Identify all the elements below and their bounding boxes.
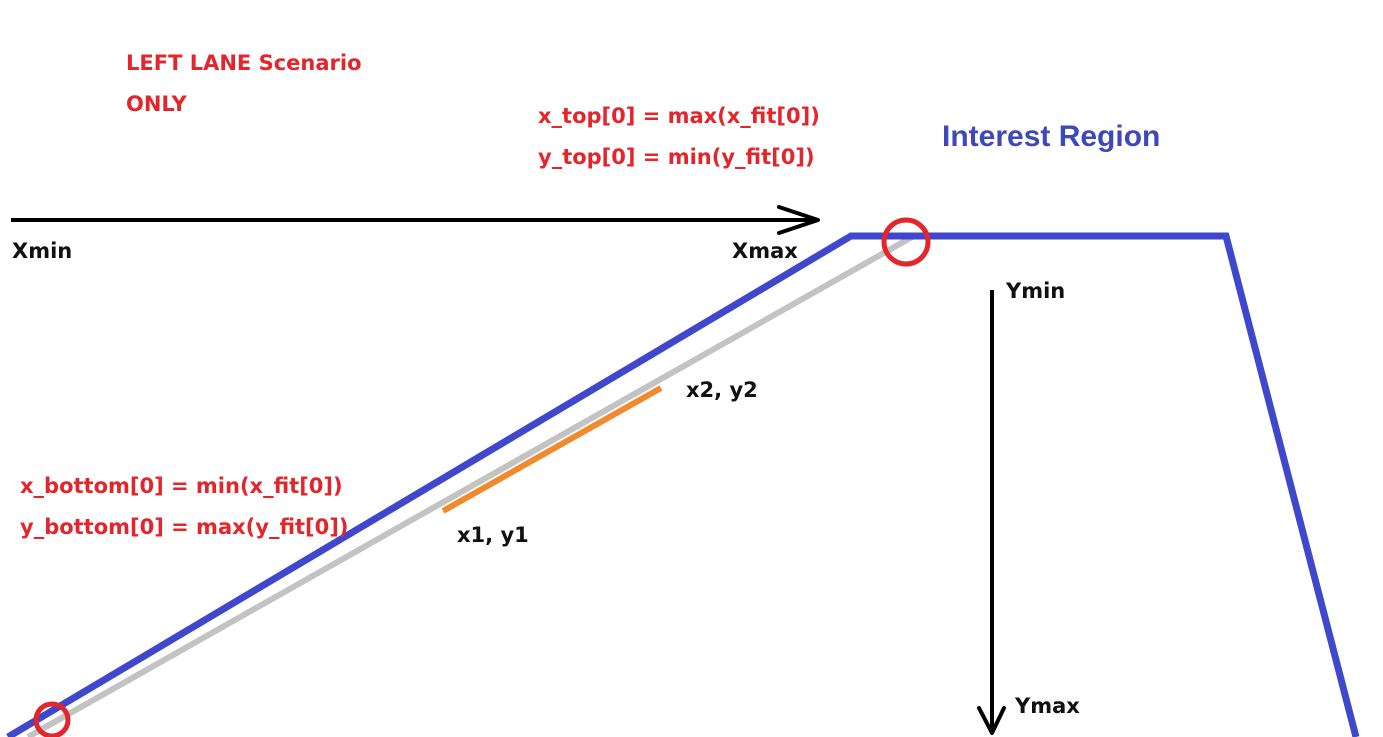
detected-segment: [441, 385, 663, 514]
fitted-lane-line: [26, 234, 914, 737]
bottom-point-marker: [33, 701, 71, 737]
interest-region-outline: [6, 232, 1360, 737]
scenario-subtitle: ONLY: [126, 92, 187, 116]
top-point-marker: [881, 217, 931, 267]
top-y-formula: y_top[0] = min(y_fit[0]): [538, 145, 815, 169]
x-min-label: Xmin: [12, 239, 73, 263]
y-axis-arrow: [977, 290, 1006, 735]
region-title: Interest Region: [942, 120, 1161, 153]
segment-end-label: x2, y2: [686, 378, 758, 402]
x-max-label: Xmax: [732, 239, 798, 263]
y-min-label: Ymin: [1006, 279, 1066, 303]
bottom-x-formula: x_bottom[0] = min(x_fit[0]): [20, 474, 343, 498]
top-x-formula: x_top[0] = max(x_fit[0]): [538, 104, 820, 128]
bottom-y-formula: y_bottom[0] = max(y_fit[0]): [20, 515, 349, 539]
segment-start-label: x1, y1: [457, 523, 529, 547]
y-max-label: Ymax: [1015, 694, 1080, 718]
scenario-title: LEFT LANE Scenario: [126, 51, 362, 75]
x-axis-arrow: [11, 205, 820, 235]
